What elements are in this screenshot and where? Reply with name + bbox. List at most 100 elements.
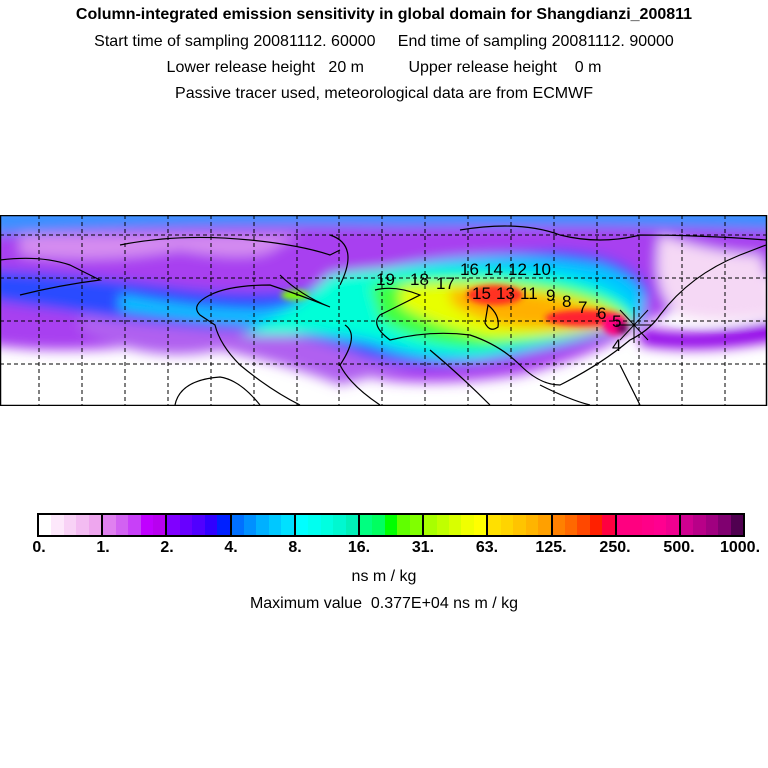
colorbar-segment: [680, 515, 744, 535]
color-step: [473, 515, 487, 535]
trajectory-label: 19: [376, 270, 395, 289]
color-step: [616, 515, 630, 535]
colorbar: [37, 513, 745, 537]
color-step: [372, 515, 385, 535]
release-heights: Lower release height 20 m Upper release …: [166, 59, 602, 76]
maximum-value: Maximum value 0.377E+04 ns m / kg: [249, 595, 519, 612]
color-step: [409, 515, 423, 535]
trajectory-label: 13: [496, 284, 515, 303]
color-step: [256, 515, 269, 535]
color-step: [629, 515, 642, 535]
color-step: [552, 515, 565, 535]
color-step: [128, 515, 141, 535]
color-step: [641, 515, 654, 535]
colorbar-tick-label: 63.: [475, 539, 499, 556]
color-step: [693, 515, 706, 535]
coastlines: [1, 225, 766, 405]
trajectory-label: 12: [508, 260, 527, 279]
trajectory-label: 17: [436, 274, 455, 293]
color-step: [384, 515, 398, 535]
colorbar-tick-label: 31.: [411, 539, 435, 556]
color-step: [513, 515, 526, 535]
colorbar-segment: [552, 515, 617, 535]
color-step: [244, 515, 257, 535]
trajectory-label: 14: [484, 260, 503, 279]
colorbar-tick-label: 125.: [535, 539, 567, 556]
color-step: [192, 515, 205, 535]
colorbar-segment: [103, 515, 168, 535]
color-step: [281, 515, 294, 535]
color-step: [152, 515, 166, 535]
colorbar-tick-label: 8.: [288, 539, 302, 556]
color-step: [730, 515, 744, 535]
color-step: [397, 515, 410, 535]
colorbar-segment: [424, 515, 489, 535]
colorbar-tick-label: 4.: [224, 539, 238, 556]
trajectory-label: 5: [612, 312, 621, 331]
sampling-times: Start time of sampling 20081112. 60000 E…: [94, 33, 674, 50]
trajectory-label: 9: [546, 286, 555, 305]
colorbar-tick-label: 250.: [599, 539, 631, 556]
color-step: [359, 515, 373, 535]
colorbar-segment: [295, 515, 360, 535]
color-step: [295, 515, 309, 535]
tracer-info: Passive tracer used, meteorological data…: [175, 85, 593, 102]
color-step: [115, 515, 129, 535]
color-step: [680, 515, 694, 535]
color-step: [217, 515, 230, 535]
colorbar-segment: [488, 515, 553, 535]
color-step: [51, 515, 64, 535]
color-step: [308, 515, 321, 535]
map-frame: [0, 215, 768, 406]
color-step: [333, 515, 346, 535]
color-step: [167, 515, 180, 535]
color-step: [538, 515, 551, 535]
colorbar-tick-label: 500.: [663, 539, 695, 556]
emission-sensitivity-map: 19 18 17 16 15 14 13 12 11 10 9 8 7 6 5 4: [0, 215, 768, 406]
trajectory-label: 10: [532, 260, 551, 279]
sensitivity-field: 19 18 17 16 15 14 13 12 11 10 9 8 7 6 5 4: [1, 216, 766, 405]
colorbar-segment: [616, 515, 681, 535]
trajectory-labels: 19 18 17 16 15 14 13 12 11 10 9 8 7 6 5 4: [376, 260, 621, 355]
color-step: [268, 515, 282, 535]
color-step: [76, 515, 89, 535]
colorbar-segment: [359, 515, 425, 535]
colorbar-tick-label: 16.: [347, 539, 371, 556]
color-step: [666, 515, 679, 535]
color-step: [488, 515, 501, 535]
grid-lines: [1, 216, 766, 405]
color-step: [424, 515, 437, 535]
color-step: [140, 515, 153, 535]
colorbar-tick-label: 1.: [96, 539, 110, 556]
color-step: [320, 515, 334, 535]
trajectory-label: 4: [612, 336, 621, 355]
trajectory-label: 8: [562, 292, 571, 311]
color-step: [231, 515, 244, 535]
color-step: [39, 515, 52, 535]
colorbar-segment: [167, 515, 232, 535]
color-step: [718, 515, 731, 535]
color-step: [436, 515, 449, 535]
color-step: [564, 515, 578, 535]
trajectory-label: 16: [460, 260, 479, 279]
color-step: [705, 515, 719, 535]
color-step: [577, 515, 590, 535]
color-step: [103, 515, 116, 535]
colorbar-segment: [39, 515, 104, 535]
star-cross-icon: [616, 307, 652, 343]
color-step: [589, 515, 603, 535]
color-step: [449, 515, 462, 535]
trajectory-label: 11: [520, 284, 538, 303]
trajectory-label: 15: [472, 284, 491, 303]
colorbar-tick-label: 2.: [160, 539, 174, 556]
color-step: [63, 515, 77, 535]
colorbar-unit: ns m / kg: [351, 568, 417, 585]
color-step: [345, 515, 358, 535]
trajectory-label: 18: [410, 270, 429, 289]
color-step: [654, 515, 667, 535]
colorbar-tick-label: 1000.: [719, 539, 761, 556]
color-step: [204, 515, 218, 535]
color-step: [461, 515, 474, 535]
color-step: [500, 515, 514, 535]
colorbar-tick-label: 0.: [32, 539, 46, 556]
